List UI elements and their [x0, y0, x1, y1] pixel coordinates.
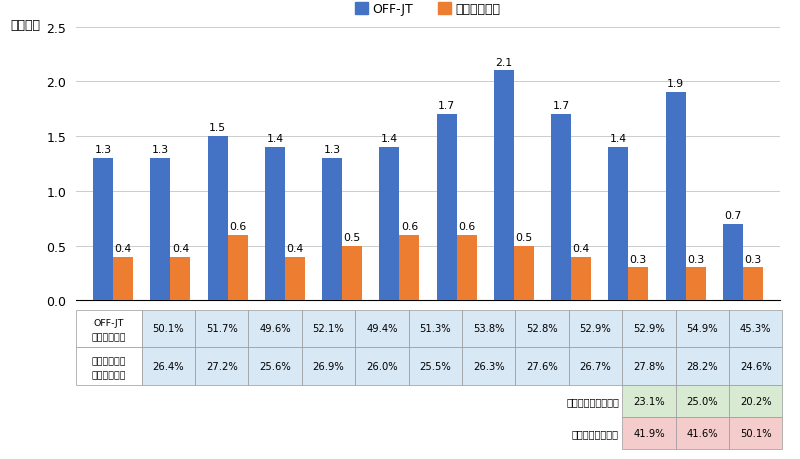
Text: 54.9%: 54.9%	[686, 324, 718, 334]
Bar	[93, 159, 114, 301]
Text: 0.4: 0.4	[573, 243, 590, 253]
Text: 27.2%: 27.2%	[206, 361, 238, 371]
Text: 1.7: 1.7	[553, 101, 570, 111]
Text: （万円）: （万円）	[10, 19, 40, 32]
Text: 0.5: 0.5	[343, 232, 361, 242]
Bar	[457, 235, 477, 301]
Bar	[686, 268, 706, 301]
Bar	[399, 235, 419, 301]
Text: 50.1%: 50.1%	[740, 428, 771, 438]
Bar	[722, 224, 742, 301]
Text: 0.7: 0.7	[724, 210, 742, 220]
Text: 1.5: 1.5	[209, 123, 226, 133]
Text: 23.1%: 23.1%	[633, 396, 665, 406]
Bar	[628, 268, 648, 301]
Text: 25.0%: 25.0%	[686, 396, 718, 406]
Text: 支出企業割合: 支出企業割合	[91, 332, 126, 341]
Bar	[437, 115, 457, 301]
Text: 0.6: 0.6	[458, 221, 475, 231]
Text: 0.3: 0.3	[630, 254, 647, 264]
Text: 25.5%: 25.5%	[419, 361, 451, 371]
Text: 両費用支出企業割合: 両費用支出企業割合	[566, 396, 619, 406]
Text: 支出企業割合: 支出企業割合	[91, 370, 126, 379]
Text: 1.9: 1.9	[667, 79, 684, 89]
Text: 0.6: 0.6	[229, 221, 246, 231]
Text: 1.3: 1.3	[94, 145, 112, 155]
Text: 24.6%: 24.6%	[740, 361, 771, 371]
Text: 1.3: 1.3	[152, 145, 169, 155]
Bar	[666, 93, 686, 301]
Bar	[342, 246, 362, 301]
Text: 26.9%: 26.9%	[313, 361, 344, 371]
Bar	[150, 159, 170, 301]
Bar	[608, 148, 628, 301]
Bar	[170, 257, 190, 301]
Text: 0.6: 0.6	[401, 221, 418, 231]
Text: 27.8%: 27.8%	[633, 361, 665, 371]
Text: 50.1%: 50.1%	[153, 324, 184, 334]
Text: 26.4%: 26.4%	[153, 361, 184, 371]
Text: 1.7: 1.7	[438, 101, 455, 111]
Text: 26.7%: 26.7%	[580, 361, 611, 371]
Bar	[265, 148, 285, 301]
Bar	[379, 148, 399, 301]
Text: OFF-JT: OFF-JT	[94, 319, 124, 327]
Legend: OFF-JT, 自己啓発支援: OFF-JT, 自己啓発支援	[350, 0, 506, 21]
Text: 0.4: 0.4	[286, 243, 303, 253]
Bar	[494, 71, 514, 301]
Bar	[742, 268, 763, 301]
Text: 27.6%: 27.6%	[526, 361, 558, 371]
Text: 51.7%: 51.7%	[206, 324, 238, 334]
Text: 52.1%: 52.1%	[313, 324, 344, 334]
Bar	[551, 115, 571, 301]
Text: 0.3: 0.3	[687, 254, 704, 264]
Text: 0.4: 0.4	[172, 243, 189, 253]
Text: 41.6%: 41.6%	[686, 428, 718, 438]
Text: 52.8%: 52.8%	[526, 324, 558, 334]
Text: 26.0%: 26.0%	[366, 361, 398, 371]
Bar	[208, 137, 228, 301]
Text: 45.3%: 45.3%	[740, 324, 771, 334]
Text: 20.2%: 20.2%	[740, 396, 771, 406]
Text: 41.9%: 41.9%	[633, 428, 665, 438]
Text: 49.6%: 49.6%	[259, 324, 291, 334]
Text: 1.4: 1.4	[381, 134, 398, 144]
Bar	[114, 257, 134, 301]
Text: 0.4: 0.4	[114, 243, 132, 253]
Text: 26.3%: 26.3%	[473, 361, 505, 371]
Bar	[514, 246, 534, 301]
Text: 52.9%: 52.9%	[580, 324, 611, 334]
Text: 49.4%: 49.4%	[366, 324, 398, 334]
Text: 28.2%: 28.2%	[686, 361, 718, 371]
Text: 2.1: 2.1	[495, 57, 512, 67]
Bar	[285, 257, 305, 301]
Text: 25.6%: 25.6%	[259, 361, 291, 371]
Text: 53.8%: 53.8%	[473, 324, 505, 334]
Text: 1.4: 1.4	[266, 134, 283, 144]
Text: 51.3%: 51.3%	[419, 324, 451, 334]
Text: 自己啓発支援: 自己啓発支援	[91, 356, 126, 365]
Text: 0.3: 0.3	[744, 254, 762, 264]
Text: 52.9%: 52.9%	[633, 324, 665, 334]
Bar	[228, 235, 248, 301]
Text: 0.5: 0.5	[515, 232, 533, 242]
Text: 支出なし企業割合: 支出なし企業割合	[572, 428, 619, 438]
Text: 1.4: 1.4	[610, 134, 627, 144]
Text: 1.3: 1.3	[323, 145, 341, 155]
Bar	[571, 257, 591, 301]
Bar	[322, 159, 342, 301]
